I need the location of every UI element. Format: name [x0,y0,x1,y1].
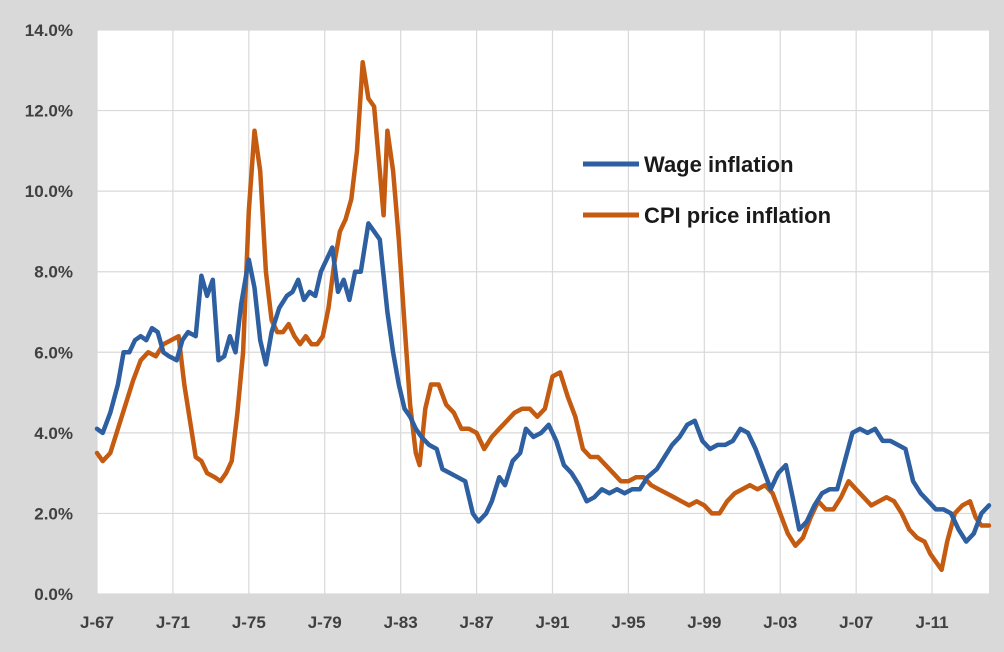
y-tick-label: 14.0% [25,21,73,40]
x-tick-label: J-95 [611,613,645,632]
y-tick-label: 4.0% [34,424,73,443]
x-axis-ticks: J-67 J-71 J-75 J-79 J-83 J-87 J-91 J-95 J-99 J-03… [80,613,949,632]
legend-label-cpi: CPI price inflation [644,203,831,228]
x-tick-label: J-99 [687,613,721,632]
gridlines [96,29,989,595]
legend-label-wage: Wage inflation [644,152,794,177]
plot-area [97,30,989,594]
x-tick-label: J-71 [156,613,190,632]
x-tick-label: J-75 [232,613,266,632]
x-tick-label: J-11 [916,613,949,632]
x-tick-label: J-91 [535,613,569,632]
series-lines [94,59,992,573]
x-tick-label: J-67 [80,613,114,632]
x-tick-label: J-87 [460,613,494,632]
y-tick-label: 0.0% [34,585,73,604]
y-tick-label: 12.0% [25,102,73,121]
series-line-wage-inflation [94,221,992,544]
y-tick-label: 6.0% [34,343,73,362]
y-tick-label: 2.0% [34,504,73,523]
x-tick-label: J-07 [839,613,873,632]
x-tick-label: J-79 [308,613,342,632]
y-tick-label: 10.0% [25,182,73,201]
x-tick-label: J-83 [384,613,418,632]
legend: Wage inflation CPI price inflation [583,152,831,228]
x-tick-label: J-03 [763,613,797,632]
series-line-cpi-price-inflation [94,59,992,573]
y-axis-ticks: 0.0% 2.0% 4.0% 6.0% 8.0% 10.0% 12.0% 14.0% [25,21,73,604]
y-tick-label: 8.0% [34,263,73,282]
